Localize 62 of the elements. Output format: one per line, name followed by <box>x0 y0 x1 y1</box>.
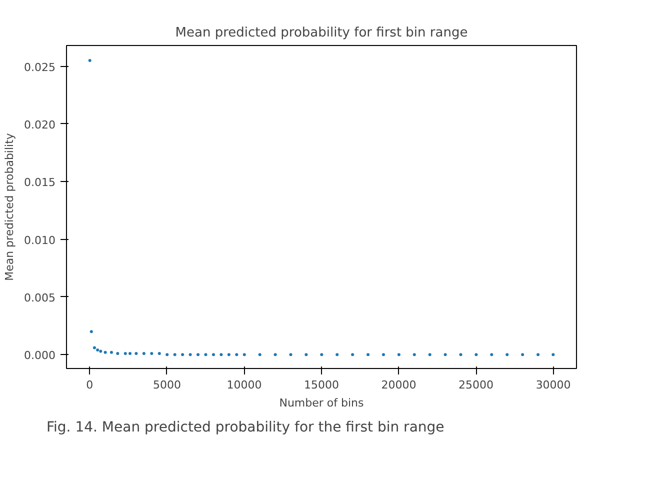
x-tick-label: 15000 <box>304 378 340 392</box>
point <box>474 353 478 356</box>
x-tick-label: 0 <box>86 378 94 392</box>
point <box>212 353 215 356</box>
point <box>110 350 113 354</box>
point <box>158 352 161 355</box>
point <box>166 353 169 356</box>
point <box>320 353 324 356</box>
point <box>173 353 176 356</box>
y-tick-label: 0.020 <box>24 118 56 132</box>
y-tick-label: 0.015 <box>24 176 56 190</box>
point <box>90 330 93 334</box>
point <box>258 353 262 356</box>
point <box>242 353 246 356</box>
point <box>96 348 100 352</box>
point <box>397 353 400 356</box>
y-axis-title: Mean predicted probability <box>3 132 16 281</box>
point <box>188 353 192 356</box>
point <box>235 353 238 356</box>
x-tick-label: 10000 <box>226 378 262 392</box>
point <box>412 353 416 356</box>
point <box>552 353 555 356</box>
point <box>142 352 146 355</box>
point <box>506 353 509 356</box>
point <box>150 352 154 355</box>
point <box>490 353 494 356</box>
x-axis-title: Number of bins <box>279 396 364 410</box>
point <box>99 350 102 353</box>
point <box>116 352 120 355</box>
point <box>336 353 339 356</box>
x-tick-label: 25000 <box>458 378 494 392</box>
y-tick-label: 0.025 <box>24 60 56 74</box>
caption: Fig. 14. Mean predicted probability for the first bin range <box>46 420 444 436</box>
point <box>181 353 184 356</box>
point <box>196 353 200 356</box>
point <box>521 353 524 356</box>
point <box>124 352 127 355</box>
point <box>304 353 308 356</box>
point <box>134 352 138 355</box>
point <box>128 352 132 355</box>
point <box>227 353 230 356</box>
point <box>220 353 223 356</box>
point <box>92 346 96 350</box>
point <box>289 353 292 356</box>
y-tick-label: 0.005 <box>24 291 56 304</box>
point <box>104 350 107 354</box>
chart-title: Mean predicted probability for first bin range <box>175 26 468 40</box>
point <box>204 353 208 356</box>
point <box>274 353 277 356</box>
y-tick-label: 0.010 <box>24 234 56 247</box>
point <box>366 353 370 356</box>
x-tick-label: 20000 <box>381 378 416 392</box>
point <box>536 353 540 356</box>
point <box>88 59 92 62</box>
x-tick-label: 5000 <box>152 378 181 392</box>
y-tick-label: 0.000 <box>24 349 56 362</box>
point <box>459 353 462 356</box>
x-tick-label: 30000 <box>536 378 571 392</box>
point <box>351 353 354 356</box>
point <box>382 353 385 356</box>
point <box>428 353 432 356</box>
point <box>444 353 447 356</box>
